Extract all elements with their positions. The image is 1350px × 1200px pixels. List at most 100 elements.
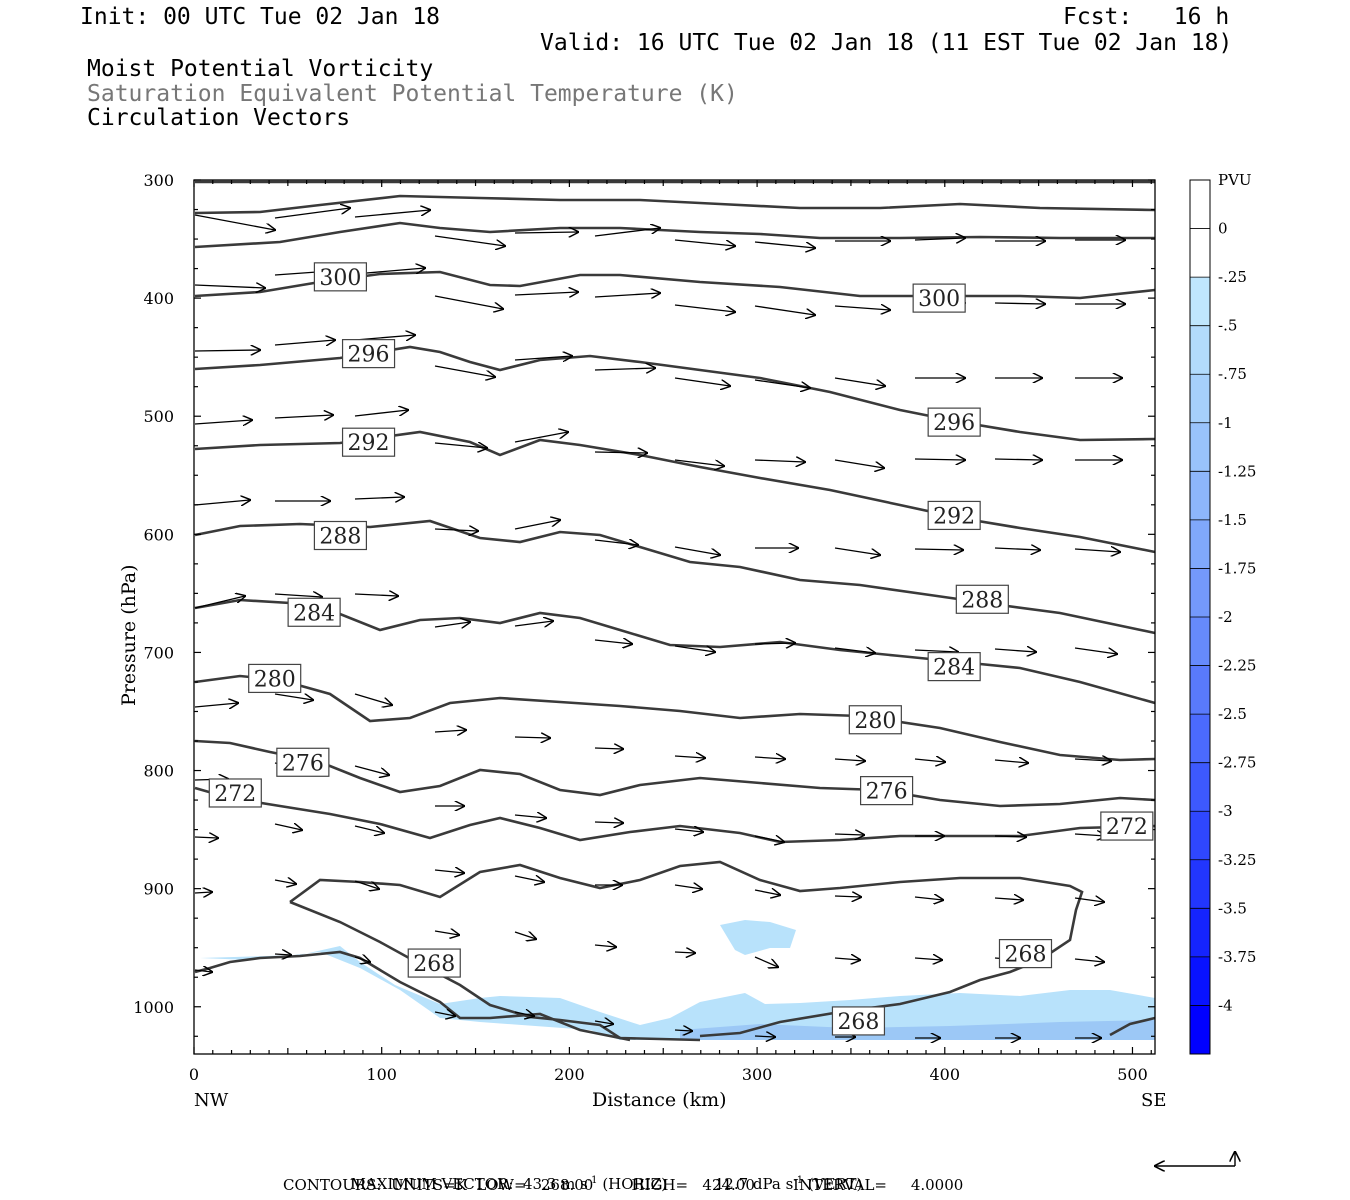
vector-arrow <box>434 529 478 531</box>
plot-frame <box>193 179 1156 1055</box>
y-tick-label: 700 <box>143 643 174 662</box>
contour-label: 272 <box>214 782 256 807</box>
contour-label-box <box>955 584 1009 614</box>
valid-time: Valid: 16 UTC Tue 02 Jan 18 (11 EST Tue … <box>540 30 1233 56</box>
vector-arrow <box>274 340 335 345</box>
vector-arrow <box>514 292 578 295</box>
contour-label-box <box>208 778 262 808</box>
colorbar-label: -1.75 <box>1218 559 1256 577</box>
vector-arrow <box>514 932 536 939</box>
mpv-fill-mid <box>680 1020 1155 1040</box>
vector-arrow <box>754 643 795 644</box>
colorbar-swatch <box>1190 1005 1210 1055</box>
vector-arrow <box>594 640 632 644</box>
vector-arrow <box>834 759 865 761</box>
vector-arrow <box>434 365 495 377</box>
mpv-fill-blob <box>720 920 796 955</box>
contour-label: 272 <box>1106 815 1148 840</box>
colorbar-label: -.5 <box>1218 317 1237 335</box>
colorbar-label: -1.25 <box>1218 462 1256 480</box>
contour-line <box>194 739 1156 808</box>
vector-arrow <box>194 596 245 609</box>
vector-arrow <box>594 822 623 823</box>
contour-line <box>194 674 1156 762</box>
y-tick-labels: 300 400 500 600 700 800 900 1000 <box>133 171 174 1017</box>
colorbar-swatch <box>1190 859 1210 909</box>
x-tick-label: 200 <box>554 1065 585 1084</box>
contour-line <box>194 221 1155 249</box>
vector-arrow <box>914 897 943 900</box>
y-tick-label: 1000 <box>133 998 174 1017</box>
colorbar-swatch <box>1190 956 1210 1006</box>
contour-label: 296 <box>933 411 975 436</box>
vector-arrow <box>834 648 875 653</box>
contour-label-box <box>341 339 396 369</box>
contour-label: 288 <box>961 588 1003 613</box>
vert-suffix: (VERT) <box>803 1175 863 1193</box>
contours-info: CONTOURS: UNITS=K LOW= 268.00 HIGH= 424.… <box>283 1176 964 1194</box>
vector-arrow <box>674 885 702 889</box>
vector-arrow <box>594 540 638 545</box>
vector-arrow <box>194 285 265 288</box>
vector-arrow <box>354 410 408 417</box>
vector-arrow <box>914 459 965 460</box>
colorbar-swatch <box>1190 374 1210 424</box>
x-tick-label: 300 <box>742 1065 773 1084</box>
axis-ticks <box>193 179 1155 1054</box>
y-axis-title: Pressure (hPa) <box>118 564 140 706</box>
x-tick-label: 0 <box>189 1065 199 1084</box>
contour-label-box <box>313 520 368 551</box>
vector-arrow <box>514 520 560 530</box>
colorbar-labels: 0 -.25 -.5 -.75 -1 -1.25 -1.5 -1.75 -2 -2.25 -2.5 -… <box>1218 220 1256 1015</box>
contour-label: 284 <box>293 601 335 626</box>
max-vector-line: MAXIMUM VECTOR: 43.3 m s-1 (HORIZ) 12.7 … <box>341 1157 863 1193</box>
y-tick-label: 400 <box>143 289 174 308</box>
contour-label-box <box>313 262 368 292</box>
vector-arrow <box>834 896 861 897</box>
colorbar-swatch <box>1190 422 1210 472</box>
colorbar-label: -2 <box>1218 608 1233 626</box>
vector-arrow <box>994 548 1040 550</box>
contour-line <box>194 786 1156 844</box>
contour-label: 276 <box>282 751 324 776</box>
vector-arrow <box>914 759 945 762</box>
vector-arrow <box>274 880 296 884</box>
colorbar-swatch <box>1190 228 1210 278</box>
colorbar-label: -3.25 <box>1218 851 1256 869</box>
vector-arrow <box>754 305 815 315</box>
vector-arrow <box>994 649 1036 652</box>
vector-arrow <box>354 594 398 596</box>
colorbar-swatch <box>1190 325 1210 375</box>
vector-arrow <box>754 460 805 462</box>
vector-arrow <box>754 836 784 842</box>
colorbar <box>1189 179 1211 1055</box>
contour-label: 268 <box>413 952 455 977</box>
vector-arrow <box>594 228 660 237</box>
vector-arrow <box>194 420 252 424</box>
contour-line <box>1109 1016 1156 1037</box>
vector-arrow <box>834 958 860 960</box>
contour-line <box>194 345 1156 442</box>
vector-arrow <box>514 876 544 882</box>
vector-arrow <box>514 621 553 626</box>
vector-arrow <box>674 645 715 652</box>
colorbar-swatch <box>1190 762 1210 812</box>
colorbar-label: -3.5 <box>1218 899 1247 917</box>
contour-label-box <box>831 1006 886 1036</box>
vector-arrow <box>754 241 815 248</box>
vector-arrow <box>194 837 218 838</box>
vector-arrow <box>914 650 958 652</box>
y-tick-label: 600 <box>143 525 174 544</box>
contour-label-box <box>912 283 966 313</box>
contour-line <box>194 194 1156 215</box>
vector-arrow <box>754 890 780 895</box>
colorbar-label: -1 <box>1218 414 1233 432</box>
colorbar-label: -3.75 <box>1218 948 1256 966</box>
colorbar-swatch <box>1190 519 1210 569</box>
vector-arrow <box>594 293 660 297</box>
field-title-theta-es: Saturation Equivalent Potential Temperat… <box>87 81 738 107</box>
contour-label: 292 <box>348 431 390 456</box>
colorbar-swatch <box>1190 811 1210 861</box>
vector-arrow <box>1074 647 1117 654</box>
colorbar-label: -2.5 <box>1218 705 1247 723</box>
